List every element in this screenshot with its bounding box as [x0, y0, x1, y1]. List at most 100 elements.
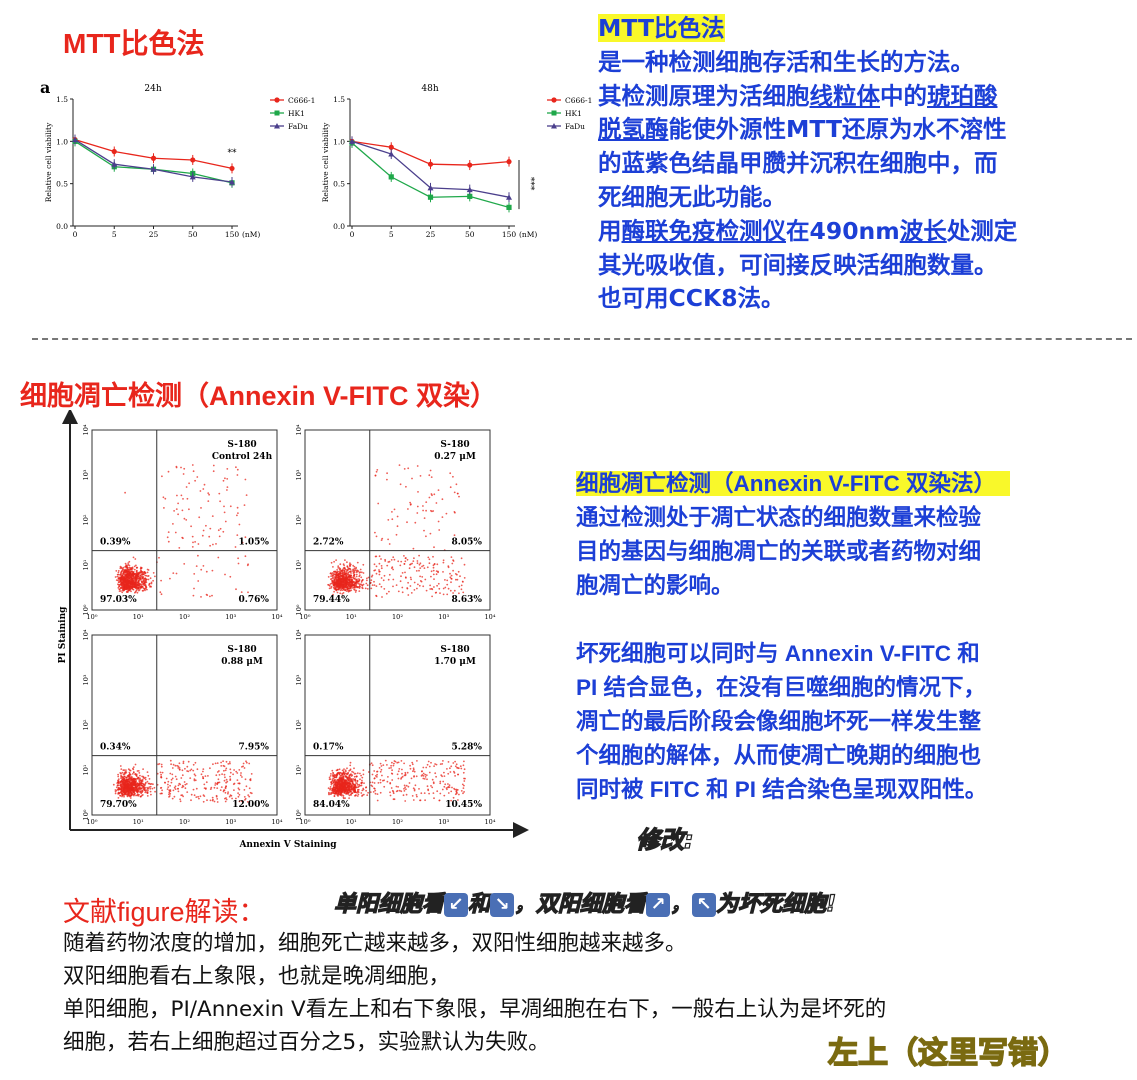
- event-dot: [236, 772, 239, 774]
- event-dot: [360, 782, 362, 784]
- event-dot: [130, 781, 132, 783]
- event-dot: [125, 579, 127, 582]
- event-dot: [435, 570, 438, 572]
- event-dot: [332, 786, 335, 789]
- event-dot: [419, 580, 422, 582]
- event-dot: [337, 585, 340, 587]
- event-dot: [245, 494, 248, 496]
- event-dot: [175, 508, 178, 510]
- quadrant-upper-right: 5.28%: [452, 743, 483, 753]
- event-dot: [333, 795, 336, 797]
- quadrant-upper-left: 0.17%: [313, 743, 344, 753]
- event-dot: [395, 533, 398, 536]
- event-dot: [229, 771, 232, 774]
- event-dot: [133, 791, 135, 794]
- event-dot: [337, 788, 340, 791]
- event-dot: [336, 569, 338, 571]
- event-dot: [329, 789, 331, 791]
- event-dot: [125, 769, 127, 771]
- event-dot: [407, 508, 409, 510]
- event-dot: [114, 790, 117, 793]
- event-dot: [438, 587, 441, 590]
- event-dot: [458, 592, 460, 595]
- event-dot: [367, 576, 370, 579]
- event-dot: [136, 574, 139, 577]
- event-dot: [424, 776, 427, 778]
- event-dot: [144, 781, 147, 784]
- event-dot: [448, 784, 451, 787]
- event-dot: [361, 584, 364, 587]
- event-dot: [243, 789, 246, 791]
- apoptosis-desc-line: 胞凋亡的影响。: [576, 573, 734, 598]
- event-dot: [399, 483, 402, 486]
- event-dot: [128, 572, 131, 574]
- event-dot: [387, 538, 389, 541]
- event-dot: [374, 474, 377, 477]
- event-dot: [337, 790, 340, 793]
- event-dot: [352, 786, 355, 788]
- event-dot: [438, 799, 441, 802]
- event-dot: [403, 468, 406, 470]
- event-dot: [139, 577, 142, 580]
- apoptosis-desc-heading: 细胞凋亡检测（Annexin V-FITC 双染法）: [576, 471, 1011, 496]
- event-dot: [202, 768, 205, 770]
- event-dot: [354, 569, 357, 572]
- event-dot: [355, 583, 358, 586]
- event-dot: [457, 799, 459, 801]
- event-dot: [337, 778, 340, 781]
- event-dot: [201, 534, 204, 537]
- interpretation-line: 双阳细胞看右上象限，也就是晚凋细胞，: [63, 964, 451, 989]
- event-dot: [388, 560, 391, 563]
- event-dot: [423, 529, 425, 532]
- event-dot: [128, 567, 131, 569]
- mtt-desc-heading: MTT比色法: [598, 14, 725, 42]
- y-tick-label: 10¹: [82, 764, 90, 775]
- event-dot: [442, 587, 445, 590]
- x-axis-label: Annexin V Staining: [238, 840, 337, 850]
- event-dot: [247, 794, 250, 796]
- event-dot: [355, 581, 357, 583]
- event-dot: [119, 567, 122, 570]
- event-dot: [125, 771, 128, 773]
- event-dot: [174, 531, 177, 534]
- apoptosis-desc-line: 同时被 FITC 和 PI 结合染色呈现双阳性。: [576, 777, 988, 802]
- y-tick-label: 10²: [82, 514, 90, 525]
- event-dot: [183, 517, 186, 520]
- event-dot: [131, 782, 134, 784]
- event-dot: [433, 546, 435, 549]
- event-dot: [437, 489, 440, 491]
- event-dot: [429, 469, 432, 472]
- event-dot: [215, 543, 217, 545]
- event-dot: [138, 793, 140, 796]
- event-dot: [140, 586, 143, 589]
- event-dot: [148, 786, 151, 788]
- event-dot: [395, 584, 398, 586]
- event-dot: [247, 591, 249, 594]
- y-tick-label: 0.0: [56, 222, 68, 231]
- event-dot: [432, 792, 435, 794]
- event-dot: [359, 568, 362, 571]
- event-dot: [161, 475, 163, 478]
- event-dot: [359, 784, 362, 787]
- event-dot: [179, 800, 182, 803]
- event-dot: [406, 521, 408, 524]
- event-dot: [426, 763, 429, 766]
- event-dot: [126, 794, 129, 797]
- event-dot: [124, 491, 126, 494]
- event-dot: [447, 772, 450, 775]
- event-dot: [149, 577, 152, 580]
- event-dot: [134, 778, 137, 781]
- event-dot: [186, 765, 189, 768]
- event-dot: [117, 784, 120, 787]
- event-dot: [162, 496, 165, 499]
- quadrant-lower-left: 97.03%: [100, 595, 137, 605]
- event-dot: [379, 791, 382, 794]
- event-dot: [130, 581, 133, 583]
- event-dot: [143, 789, 146, 791]
- event-dot: [344, 583, 347, 586]
- event-dot: [382, 764, 385, 766]
- event-dot: [145, 581, 148, 584]
- event-dot: [408, 782, 411, 784]
- x-tick-label: 25: [149, 230, 159, 239]
- event-dot: [371, 764, 374, 767]
